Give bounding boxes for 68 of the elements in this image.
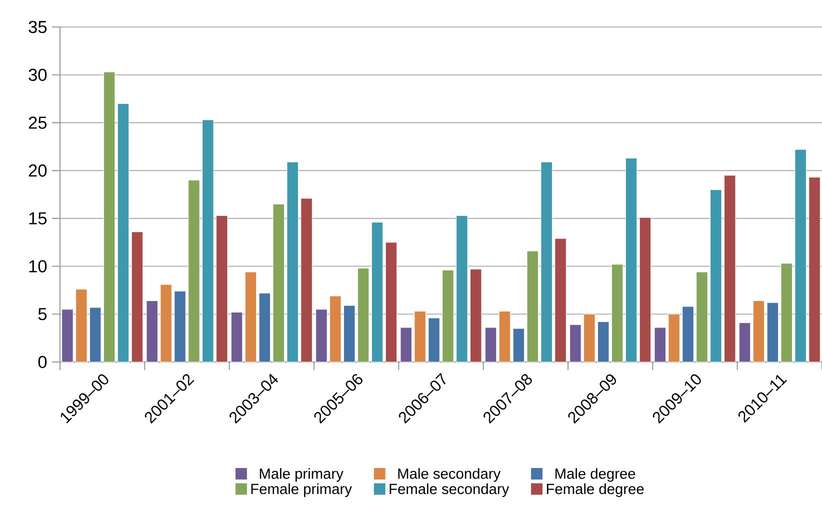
y-tick-label: 5 [38, 308, 47, 320]
bar [216, 215, 228, 362]
bar [766, 302, 779, 362]
bar [117, 103, 130, 362]
bar [498, 310, 511, 362]
legend-label: Male degree [556, 468, 636, 482]
bar [357, 268, 370, 362]
bar [808, 176, 820, 362]
bar [668, 314, 680, 362]
bar [625, 158, 638, 362]
bar [442, 270, 454, 362]
bar [286, 162, 299, 362]
bar [343, 305, 356, 362]
bar [75, 288, 88, 362]
bar [696, 272, 708, 362]
y-tick-label: 10 [29, 260, 47, 272]
bar [371, 222, 384, 362]
bar [583, 314, 596, 362]
bar [400, 327, 412, 362]
bar [794, 149, 806, 362]
legend-label: Female secondary [390, 483, 510, 498]
bar [570, 324, 582, 362]
legend-label: Female primary [251, 483, 352, 498]
bar [554, 238, 566, 362]
bar [103, 72, 116, 362]
bar [738, 322, 751, 362]
bar [540, 162, 553, 362]
y-tick-label: 20 [28, 164, 47, 177]
bar [258, 292, 271, 362]
bar [456, 215, 468, 362]
bar [230, 312, 243, 362]
bar [300, 198, 312, 362]
bar [160, 284, 172, 362]
bar [174, 290, 186, 362]
legend-label: Male secondary [398, 468, 501, 482]
y-tick-label: 25 [28, 116, 47, 129]
bar [484, 327, 497, 362]
bar [470, 268, 482, 362]
bar [146, 300, 158, 362]
bar [89, 307, 102, 362]
legend-label: Female degree [546, 483, 644, 498]
legend-label: Male primary [260, 468, 344, 482]
y-tick-label: 30 [28, 68, 47, 81]
bar [752, 300, 765, 362]
bar [244, 272, 257, 362]
bar [385, 242, 398, 362]
bar [710, 189, 722, 362]
bar [188, 180, 200, 362]
y-tick-label: 15 [29, 212, 47, 224]
bar [597, 322, 610, 362]
bar [62, 309, 74, 362]
bar [202, 120, 214, 362]
bar [780, 263, 793, 362]
bar [316, 309, 328, 362]
bar [682, 306, 694, 362]
bar [639, 217, 652, 362]
bar [329, 296, 342, 362]
bar [512, 328, 525, 362]
y-tick-label: 0 [38, 356, 47, 368]
bar [272, 204, 285, 362]
bar [131, 232, 144, 362]
bar [428, 318, 440, 362]
bar [611, 264, 624, 362]
bar [724, 175, 736, 362]
bar [414, 310, 426, 362]
bar [654, 327, 666, 362]
y-tick-label: 35 [28, 20, 47, 34]
bar [526, 250, 539, 362]
